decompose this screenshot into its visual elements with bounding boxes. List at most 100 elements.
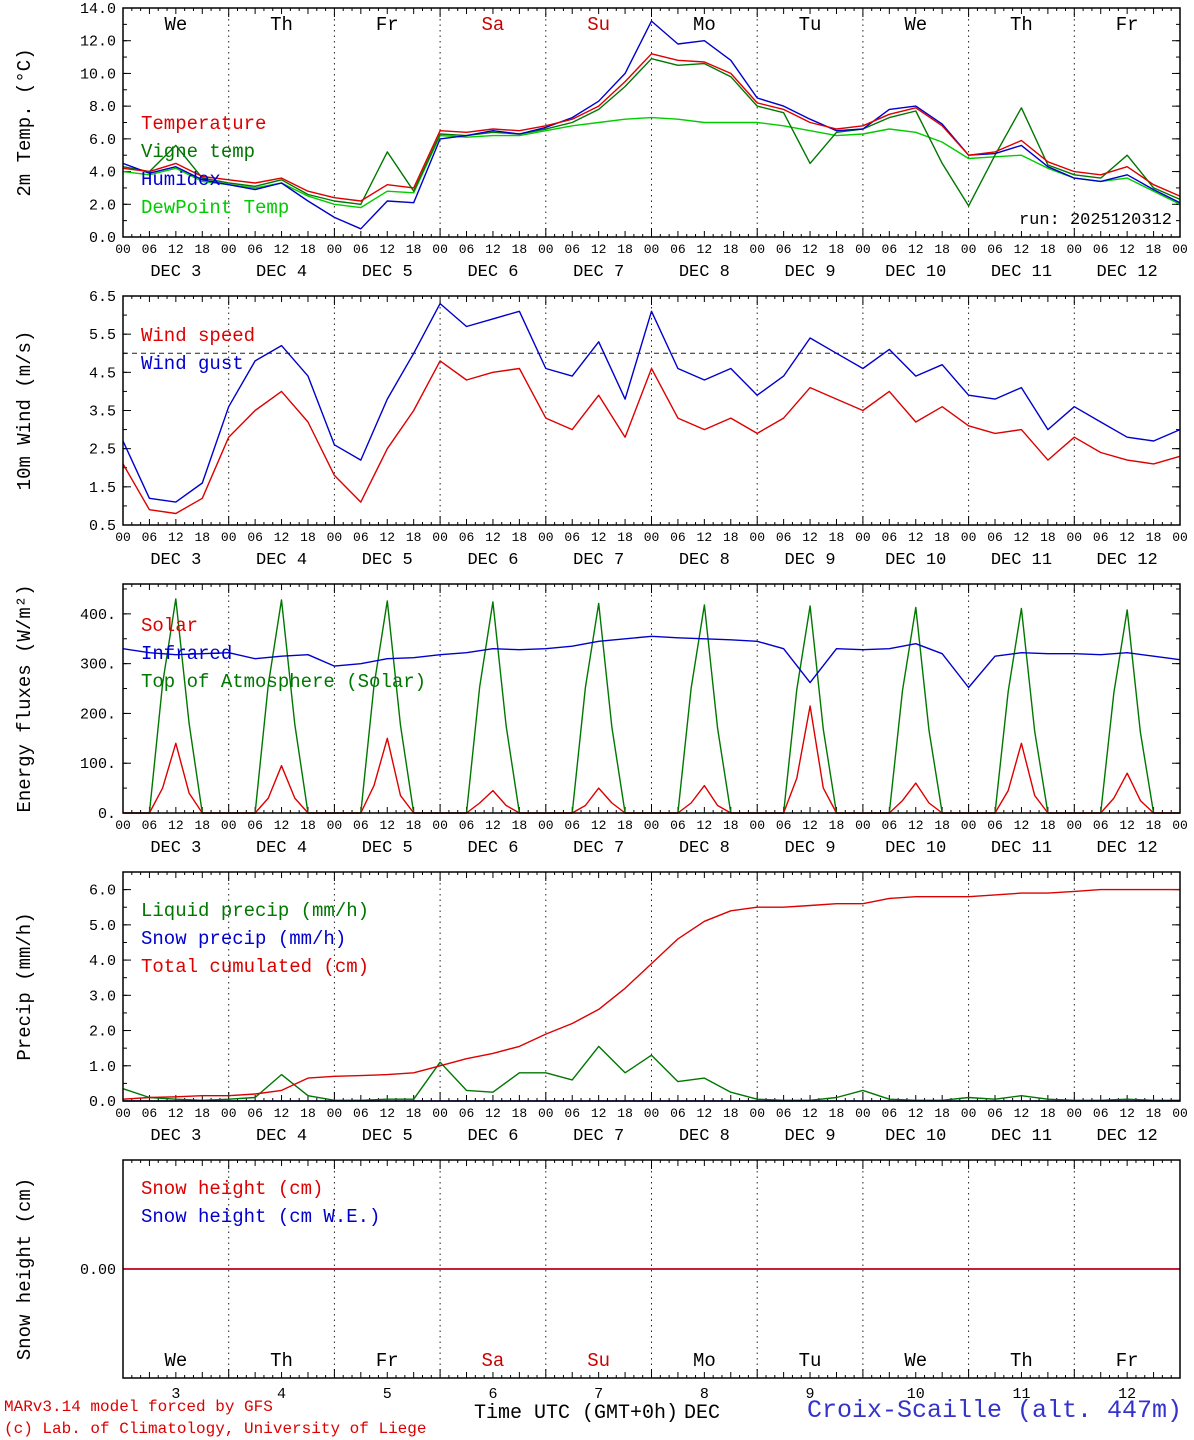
date-label: DEC 7 [573, 839, 624, 858]
hour-tick-label: 18 [512, 242, 528, 257]
y-tick-label: 2.0 [89, 1024, 116, 1041]
hour-tick-label: 00 [327, 530, 343, 545]
legend-snow-height-cm: Snow height (cm) [141, 1178, 323, 1200]
y-axis-title: Snow height (cm) [14, 1178, 36, 1360]
hour-tick-label: 12 [1119, 242, 1135, 257]
series-vigne-temp-line [122, 58, 1181, 207]
day-number-label: 5 [383, 1386, 392, 1403]
hour-tick-label: 18 [406, 530, 422, 545]
date-label: DEC 8 [679, 551, 730, 570]
hour-tick-label: 06 [247, 1106, 263, 1121]
y-tick-label: 0. [98, 806, 116, 823]
snow-height-chart: 0.00 Snow height (cm) Snow height (cm W.E.… [14, 1159, 1181, 1403]
hour-tick-label: 06 [459, 1106, 475, 1121]
hour-tick-label: 12 [168, 242, 184, 257]
y-tick-label: 100. [80, 756, 116, 773]
hour-tick-label: 12 [379, 818, 395, 833]
hour-tick-label: 12 [697, 818, 713, 833]
hour-tick-label: 06 [247, 530, 263, 545]
y-axis-title: Energy fluxes (W/m²) [14, 584, 36, 812]
hour-tick-label: 00 [749, 818, 765, 833]
hour-tick-label: 12 [697, 530, 713, 545]
hour-tick-label: 06 [459, 530, 475, 545]
hour-tick-label: 06 [670, 1106, 686, 1121]
hour-tick-label: 12 [591, 818, 607, 833]
day-number-label: 3 [171, 1386, 180, 1403]
day-name-label: Su [587, 1350, 610, 1372]
hour-tick-label: 12 [485, 530, 501, 545]
series-wind-speed-line [122, 360, 1181, 515]
hour-tick-label: 06 [142, 530, 158, 545]
day-name-label: We [164, 14, 187, 36]
station-title: Croix-Scaille (alt. 447m) [806, 1396, 1182, 1425]
plot-border [122, 871, 1181, 1102]
y-tick-label: 0.0 [89, 230, 116, 247]
hour-tick-label: 18 [829, 818, 845, 833]
y-tick-label: 3.5 [89, 404, 116, 421]
hour-tick-label: 18 [406, 1106, 422, 1121]
series-temperature-line [122, 53, 1181, 202]
hour-tick-label: 18 [1146, 1106, 1162, 1121]
hour-tick-label: 12 [908, 818, 924, 833]
hour-tick-label: 06 [882, 1106, 898, 1121]
y-tick-label: 12.0 [80, 34, 116, 51]
energy-flux-chart: 0. 100. 200. 300. 400. Solar Infrared Top of At… [14, 583, 1188, 858]
hour-tick-label: 00 [749, 530, 765, 545]
date-label: DEC 7 [573, 551, 624, 570]
date-label: DEC 9 [785, 551, 836, 570]
y-tick-label: 4.5 [89, 365, 116, 382]
y-tick-label: 400. [80, 607, 116, 624]
dec-axis-unit-label: DEC [684, 1402, 721, 1425]
hour-tick-label: 06 [1093, 1106, 1109, 1121]
hour-tick-label: 00 [1172, 1106, 1188, 1121]
hour-tick-label: 00 [432, 530, 448, 545]
hour-tick-label: 18 [934, 242, 950, 257]
credit-line-lab: (c) Lab. of Climatology, University of L… [4, 1420, 427, 1438]
day-number-label: 6 [488, 1386, 497, 1403]
hour-tick-label: 12 [908, 242, 924, 257]
y-axis-title: Precip (mm/h) [14, 912, 36, 1060]
date-label: DEC 6 [467, 263, 518, 282]
hour-tick-label: 00 [855, 242, 871, 257]
day-name-label: Mo [693, 14, 716, 36]
day-number-label: 12 [1118, 1386, 1136, 1403]
hour-tick-label: 06 [142, 1106, 158, 1121]
hour-tick-label: 12 [1119, 530, 1135, 545]
day-name-label: Tu [799, 14, 822, 36]
legend-top-of-atmosphere-solar: Top of Atmosphere (Solar) [141, 671, 426, 693]
x-axis-title: Time UTC (GMT+0h) DEC [0, 1402, 1194, 1425]
date-label: DEC 12 [1097, 551, 1158, 570]
date-label: DEC 8 [679, 839, 730, 858]
date-label: DEC 3 [150, 263, 201, 282]
hour-tick-label: 06 [987, 242, 1003, 257]
hour-tick-label: 00 [1172, 530, 1188, 545]
y-tick-label: 10.0 [80, 66, 116, 83]
hour-tick-label: 12 [274, 1106, 290, 1121]
hour-tick-label: 18 [194, 818, 210, 833]
hour-tick-label: 00 [432, 818, 448, 833]
hour-tick-label: 18 [617, 818, 633, 833]
date-label: DEC 6 [467, 1127, 518, 1146]
hour-tick-label: 00 [1066, 242, 1082, 257]
date-label: DEC 9 [785, 263, 836, 282]
hour-tick-label: 12 [1014, 242, 1030, 257]
y-tick-label: 5.5 [89, 327, 116, 344]
y-axis-title: 2m Temp. (°C) [14, 48, 36, 196]
time-axis-label: Time UTC (GMT+0h) [473, 1402, 679, 1425]
hour-tick-label: 00 [961, 242, 977, 257]
date-label: DEC 11 [991, 839, 1052, 858]
y-tick-label: 1.5 [89, 480, 116, 497]
hour-tick-label: 12 [908, 530, 924, 545]
y-tick-label: 0.0 [89, 1094, 116, 1111]
date-label: DEC 6 [467, 551, 518, 570]
day-number-label: 11 [1012, 1386, 1030, 1403]
hour-tick-label: 18 [723, 818, 739, 833]
date-label: DEC 8 [679, 1127, 730, 1146]
hour-tick-label: 00 [432, 1106, 448, 1121]
hour-tick-label: 06 [987, 530, 1003, 545]
hour-tick-label: 12 [379, 1106, 395, 1121]
y-tick-label: 0.5 [89, 518, 116, 535]
hour-tick-label: 06 [670, 530, 686, 545]
hour-tick-label: 12 [168, 1106, 184, 1121]
